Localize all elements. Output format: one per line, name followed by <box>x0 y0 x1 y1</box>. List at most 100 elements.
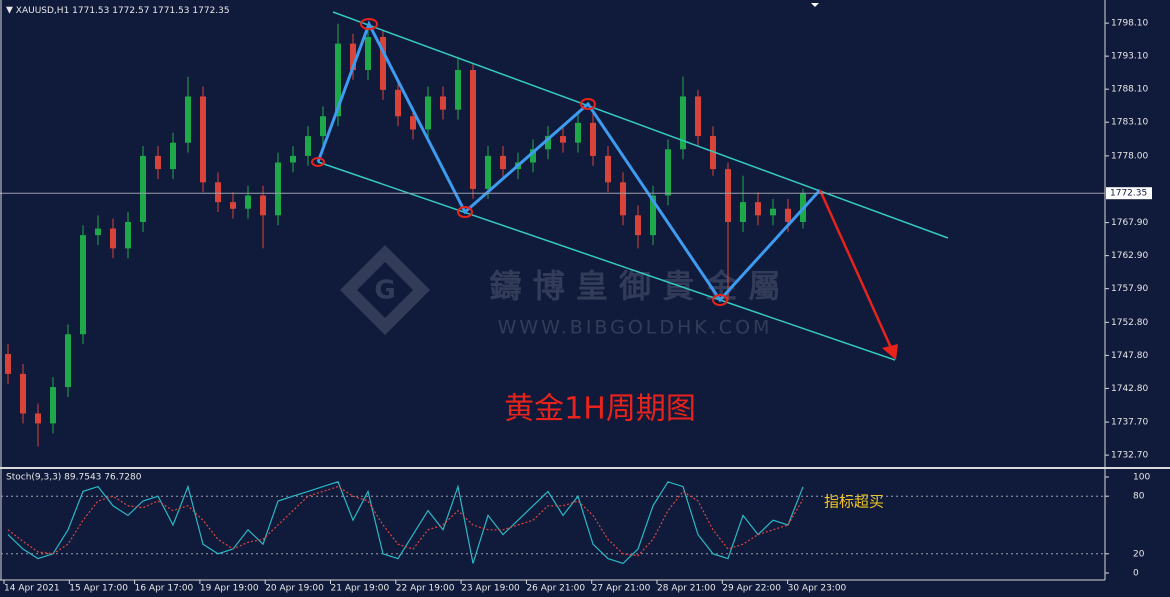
y-tick-label: 1767.90 <box>1111 218 1148 228</box>
candle-body <box>605 155 611 183</box>
x-tick-label: 16 Apr 17:00 <box>135 584 194 594</box>
y-tick-label: 1783.10 <box>1111 118 1148 128</box>
y-tick-label: 0 <box>1133 569 1139 579</box>
channel-lower <box>317 161 896 361</box>
watermark-logo-inner <box>357 262 413 318</box>
candle-body <box>350 43 356 71</box>
shift-marker <box>811 3 819 7</box>
y-tick-label: 1778.00 <box>1111 151 1148 161</box>
candle-body <box>215 182 221 203</box>
x-tick-label: 21 Apr 19:00 <box>331 584 390 594</box>
candle-body <box>425 96 431 130</box>
x-tick-label: 19 Apr 19:00 <box>200 584 259 594</box>
candle-body <box>770 208 776 216</box>
marker <box>712 294 728 306</box>
candle-body <box>5 354 11 374</box>
arrow-head <box>882 344 898 360</box>
watermark-logo <box>340 245 430 335</box>
candle-body <box>275 162 281 216</box>
y-tick-label: 1742.80 <box>1111 384 1148 394</box>
candle-body <box>305 136 311 156</box>
candle-body <box>395 89 401 117</box>
candle-body <box>110 228 116 249</box>
candle-body <box>470 70 476 189</box>
candle-body <box>755 202 761 216</box>
candle-body <box>140 155 146 222</box>
x-tick-label: 22 Apr 19:00 <box>396 584 455 594</box>
candle-body <box>260 195 266 216</box>
candle-body <box>500 155 506 170</box>
y-tick-label: 1737.70 <box>1111 418 1148 428</box>
candle-body <box>335 43 341 117</box>
candle-body <box>590 122 596 156</box>
y-tick-label: 1757.90 <box>1111 284 1148 294</box>
candle-body <box>665 149 671 196</box>
candle-body <box>50 387 56 424</box>
candle-body <box>620 182 626 216</box>
wave-path <box>316 20 822 303</box>
x-tick-label: 15 Apr 17:00 <box>69 584 128 594</box>
candle-body <box>650 195 656 236</box>
candle-body <box>230 202 236 209</box>
x-tick-label: 30 Apr 23:00 <box>788 584 847 594</box>
candle-body <box>545 136 551 150</box>
y-tick-label: 1798.10 <box>1111 19 1148 29</box>
y-tick-label: 1747.80 <box>1111 351 1148 361</box>
stoch-title: Stoch(9,3,3) 89.7543 76.7280 <box>6 473 142 483</box>
candle-body <box>290 155 296 163</box>
x-tick-label: 23 Apr 19:00 <box>461 584 520 594</box>
candle-body <box>20 373 26 414</box>
candle-body <box>320 116 326 137</box>
candle-body <box>35 413 41 424</box>
candle-body <box>455 70 461 110</box>
candle-body <box>680 96 686 150</box>
current-price-label: 1772.35 <box>1110 189 1147 199</box>
channel-upper <box>332 11 949 239</box>
candle-body <box>80 235 86 335</box>
candle-body <box>710 136 716 170</box>
symbol-header: ▼ XAUUSD,H1 1771.53 1772.57 1771.53 1772… <box>6 6 230 16</box>
y-tick-label: 1788.10 <box>1111 85 1148 95</box>
y-tick-label: 20 <box>1133 549 1145 559</box>
candle-body <box>65 334 71 388</box>
candle-body <box>185 96 191 143</box>
candle-body <box>155 155 161 170</box>
markers <box>311 18 728 306</box>
marker <box>311 157 325 167</box>
watermark-url: WWW.BIBGOLDHK.COM <box>498 317 773 339</box>
candle-body <box>725 169 731 222</box>
candle-body <box>410 116 416 130</box>
candle-body <box>560 136 566 143</box>
marker <box>360 18 378 30</box>
y-tick-label: 100 <box>1133 473 1150 483</box>
symbol-info: XAUUSD,H1 1771.53 1772.57 1771.53 1772.3… <box>16 6 230 16</box>
forecast-arrow <box>818 189 894 351</box>
y-tick-label: 1793.10 <box>1111 52 1148 62</box>
annotation: 黄金1H周期图 <box>504 392 696 427</box>
drawings: 黄金1H周期图 <box>311 11 949 427</box>
candle-body <box>365 36 371 71</box>
stoch-line <box>7 485 804 557</box>
marker <box>457 206 473 218</box>
stoch-panel <box>0 468 1105 580</box>
candle-body <box>380 36 386 90</box>
y-tick-label: 1762.90 <box>1111 251 1148 261</box>
watermark-text: 鑄 博 皇 御 貴 金 屬 <box>489 267 781 305</box>
candle-body <box>740 202 746 222</box>
watermark: G 鑄 博 皇 御 貴 金 屬 WWW.BIBGOLDHK.COM <box>340 245 780 339</box>
stoch-annotation: 指标超买 <box>824 493 884 511</box>
watermark-logo-letter: G <box>374 276 395 306</box>
candle-body <box>245 195 251 209</box>
x-tick-label: 29 Apr 22:00 <box>722 584 781 594</box>
candle-body <box>170 142 176 170</box>
x-tick-label: 26 Apr 21:00 <box>526 584 585 594</box>
marker <box>580 98 596 110</box>
candle-body <box>95 228 101 236</box>
candle-body <box>125 221 131 249</box>
candle-body <box>575 122 581 143</box>
candle-body <box>200 96 206 183</box>
candles <box>5 23 806 447</box>
y-tick-label: 80 <box>1133 492 1145 502</box>
candle-body <box>635 215 641 236</box>
